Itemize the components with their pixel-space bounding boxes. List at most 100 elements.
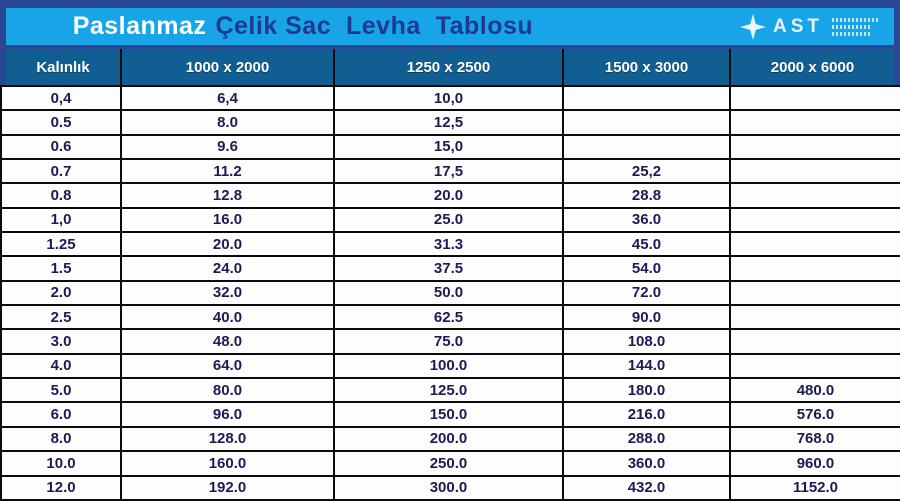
table-row: 0.5 8.0 12,5 — [0, 109, 900, 136]
weight-cell — [729, 328, 900, 355]
weight-cell — [729, 84, 900, 112]
table-row: 1,0 16.0 25.0 36.0 — [0, 206, 900, 234]
table-row: 4.0 64.0 100.0 144.0 — [0, 352, 900, 380]
logo-fine-print — [832, 17, 880, 36]
weight-cell: 108.0 — [562, 328, 731, 355]
weight-cell: 24.0 — [120, 255, 335, 282]
weight-cell: 40.0 — [120, 304, 335, 331]
weight-cell: 1152.0 — [729, 474, 900, 501]
weight-cell — [562, 133, 731, 161]
weight-cell: 192.0 — [120, 474, 335, 501]
weight-cell: 75.0 — [333, 328, 564, 355]
thickness-cell: 3.0 — [0, 328, 122, 355]
weight-cell: 31.3 — [333, 231, 564, 258]
weight-cell — [729, 255, 900, 282]
weight-cell: 200.0 — [333, 425, 564, 453]
weight-cell: 45.0 — [562, 231, 731, 258]
weight-cell: 28.8 — [562, 182, 731, 209]
logo-text: AST — [773, 15, 823, 37]
weight-cell: 480.0 — [729, 377, 900, 404]
weight-cell: 17,5 — [333, 158, 564, 185]
table-row: 1.25 20.0 31.3 45.0 — [0, 231, 900, 258]
thickness-cell: 1.25 — [0, 231, 122, 258]
weight-cell: 90.0 — [562, 304, 731, 331]
weight-cell: 54.0 — [562, 255, 731, 282]
table-row: 0,4 6,4 10,0 — [0, 84, 900, 112]
weight-cell: 160.0 — [120, 450, 335, 477]
table-row: 2.0 32.0 50.0 72.0 — [0, 279, 900, 307]
weight-cell: 9.6 — [120, 133, 335, 161]
weight-cell: 360.0 — [562, 450, 731, 477]
weight-cell: 64.0 — [120, 352, 335, 380]
weight-cell: 12,5 — [333, 109, 564, 136]
table-row: 8.0 128.0 200.0 288.0 768.0 — [0, 425, 900, 453]
weight-cell: 20.0 — [333, 182, 564, 209]
thickness-cell: 0,4 — [0, 84, 122, 112]
weight-cell — [729, 231, 900, 258]
star-icon — [740, 13, 766, 40]
weight-cell: 12.8 — [120, 182, 335, 209]
thickness-cell: 2.0 — [0, 279, 122, 307]
weight-cell: 11.2 — [120, 158, 335, 185]
table-row: 5.0 80.0 125.0 180.0 480.0 — [0, 377, 900, 404]
weight-cell: 37.5 — [333, 255, 564, 282]
thickness-cell: 6.0 — [0, 401, 122, 428]
weight-cell — [729, 206, 900, 234]
weight-cell — [729, 304, 900, 331]
thickness-cell: 2.5 — [0, 304, 122, 331]
weight-cell: 150.0 — [333, 401, 564, 428]
weight-cell: 180.0 — [562, 377, 731, 404]
weight-cell: 144.0 — [562, 352, 731, 380]
table-row: 12.0 192.0 300.0 432.0 1152.0 — [0, 474, 900, 501]
thickness-cell: 5.0 — [0, 377, 122, 404]
weight-cell: 48.0 — [120, 328, 335, 355]
logo: AST — [740, 13, 880, 40]
weight-cell — [562, 109, 731, 136]
weight-cell — [729, 352, 900, 380]
column-header-1000x2000: 1000 x 2000 — [120, 49, 333, 85]
weight-cell — [729, 279, 900, 307]
thickness-cell: 10.0 — [0, 450, 122, 477]
weight-cell: 96.0 — [120, 401, 335, 428]
column-header-1500x3000: 1500 x 3000 — [562, 49, 729, 85]
weight-cell: 960.0 — [729, 450, 900, 477]
table-row: 10.0 160.0 250.0 360.0 960.0 — [0, 450, 900, 477]
weight-cell: 32.0 — [120, 279, 335, 307]
weight-cell: 128.0 — [120, 425, 335, 453]
table-row: 2.5 40.0 62.5 90.0 — [0, 304, 900, 331]
weight-cell: 15,0 — [333, 133, 564, 161]
weight-cell: 100.0 — [333, 352, 564, 380]
weight-cell: 62.5 — [333, 304, 564, 331]
weight-cell: 20.0 — [120, 231, 335, 258]
weight-cell: 50.0 — [333, 279, 564, 307]
thickness-cell: 1,0 — [0, 206, 122, 234]
weight-cell: 216.0 — [562, 401, 731, 428]
weight-cell: 25,2 — [562, 158, 731, 185]
weight-cell: 432.0 — [562, 474, 731, 501]
weight-cell: 10,0 — [333, 84, 564, 112]
weight-cell: 250.0 — [333, 450, 564, 477]
thickness-cell: 0.7 — [0, 158, 122, 185]
table-row: 3.0 48.0 75.0 108.0 — [0, 328, 900, 355]
thickness-cell: 0.8 — [0, 182, 122, 209]
thickness-cell: 0.5 — [0, 109, 122, 136]
table-row: 6.0 96.0 150.0 216.0 576.0 — [0, 401, 900, 428]
thickness-cell: 8.0 — [0, 425, 122, 453]
weight-cell: 36.0 — [562, 206, 731, 234]
title-word-primary: Paslanmaz — [72, 12, 207, 40]
weight-cell: 125.0 — [333, 377, 564, 404]
weight-cell — [729, 182, 900, 209]
weight-cell: 576.0 — [729, 401, 900, 428]
table-header-row: Kalınlık 1000 x 2000 1250 x 2500 1500 x … — [6, 49, 894, 85]
weight-cell: 16.0 — [120, 206, 335, 234]
weight-cell: 25.0 — [333, 206, 564, 234]
table-row: 1.5 24.0 37.5 54.0 — [0, 255, 900, 282]
column-header-1250x2500: 1250 x 2500 — [333, 49, 562, 85]
weight-cell — [729, 109, 900, 136]
thickness-cell: 1.5 — [0, 255, 122, 282]
weight-table: 0,4 6,4 10,0 0.5 8.0 12,5 0.6 9.6 15,0 0.7 11.2 17,… — [0, 84, 900, 501]
page-title: Paslanmaz Çelik Sac Levha Tablosu — [28, 0, 533, 70]
weight-cell: 768.0 — [729, 425, 900, 453]
title-bar: Paslanmaz Çelik Sac Levha Tablosu AST — [6, 8, 894, 45]
